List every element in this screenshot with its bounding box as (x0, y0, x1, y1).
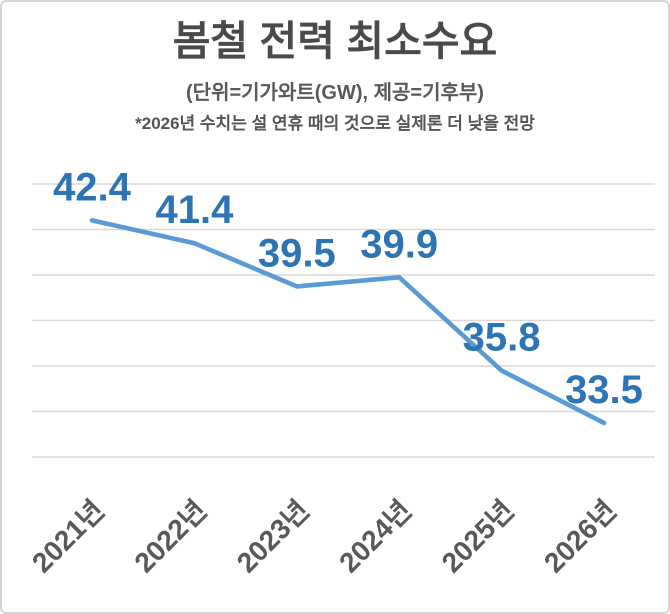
data-label: 33.5 (565, 368, 643, 412)
x-axis-label: 2025년 (436, 494, 520, 578)
x-axis-label: 2026년 (538, 494, 622, 578)
demand-line (89, 218, 607, 426)
chart-subtitle: (단위=기가와트(GW), 제공=기후부) (186, 82, 484, 104)
x-axis-label: 2023년 (231, 494, 315, 578)
data-label: 35.8 (463, 316, 541, 360)
chart-footnote: *2026년 수치는 설 연휴 때의 것으로 실제론 더 낮을 전망 (135, 114, 535, 133)
data-label: 41.4 (155, 188, 234, 232)
x-axis-label: 2024년 (333, 494, 417, 578)
x-axis-label: 2022년 (128, 494, 212, 578)
chart-title: 봄철 전력 최소수요 (172, 18, 498, 64)
data-label: 39.5 (258, 231, 336, 275)
x-axis-label: 2021년 (26, 494, 110, 578)
data-label: 42.4 (53, 165, 132, 209)
data-label: 39.9 (360, 222, 438, 266)
